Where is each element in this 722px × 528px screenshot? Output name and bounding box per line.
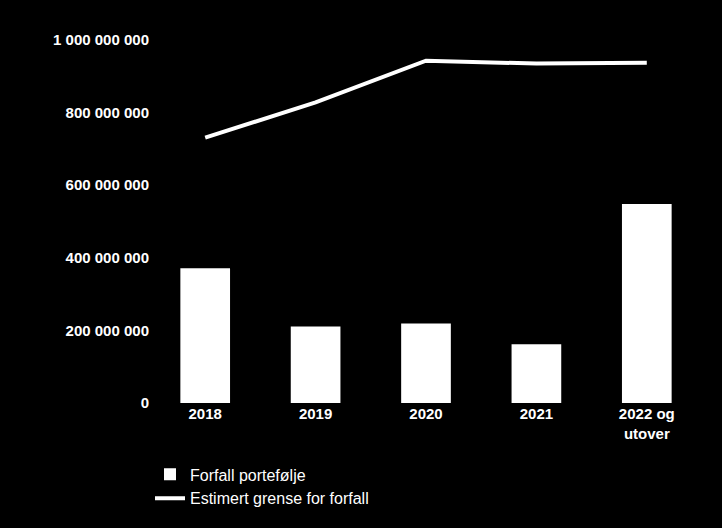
svg-text:2022 ogutover: 2022 ogutover	[619, 405, 675, 442]
svg-text:200 000 000: 200 000 000	[66, 322, 149, 339]
svg-text:600 000 000: 600 000 000	[66, 176, 149, 193]
svg-text:Forfall portefølje: Forfall portefølje	[190, 467, 306, 484]
svg-text:2020: 2020	[409, 405, 442, 422]
svg-text:2018: 2018	[189, 405, 222, 422]
svg-text:800 000 000: 800 000 000	[66, 104, 149, 121]
svg-text:400 000 000: 400 000 000	[66, 249, 149, 266]
svg-text:2021: 2021	[520, 405, 553, 422]
svg-text:2019: 2019	[299, 405, 332, 422]
svg-text:0: 0	[141, 394, 149, 411]
svg-text:1 000 000 000: 1 000 000 000	[53, 31, 149, 48]
svg-text:Estimert grense for forfall: Estimert grense for forfall	[190, 490, 369, 507]
